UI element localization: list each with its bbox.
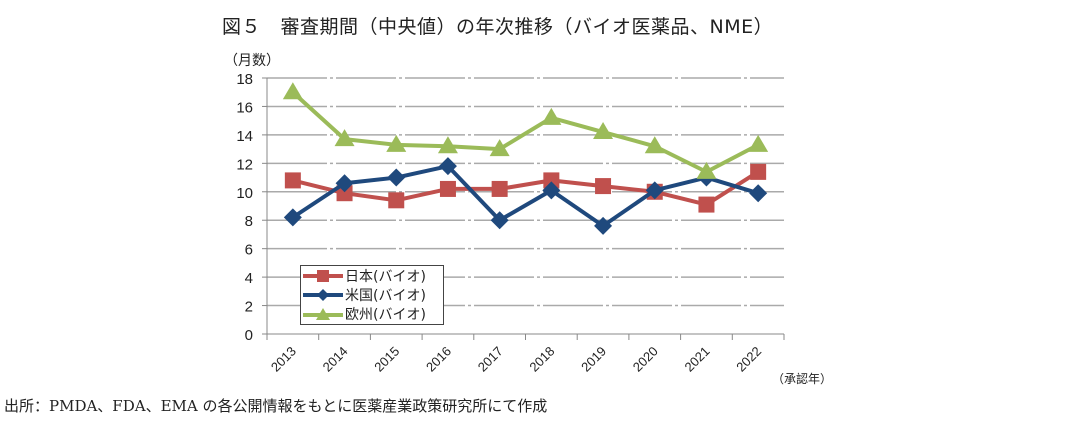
legend-item-eu: 欧州(バイオ) [301,304,443,323]
y-tick-label: 4 [245,270,253,287]
legend-label: 欧州(バイオ) [345,306,426,323]
x-tick-label: 2014 [320,344,351,375]
x-tick-label: 2022 [733,344,764,375]
data-point-square [543,172,560,189]
y-tick-label: 8 [245,213,253,230]
data-point-triangle [644,136,665,154]
data-point-triangle [282,82,303,100]
data-point-diamond [594,216,613,235]
data-point-diamond [542,181,561,200]
x-tick-label: 2017 [475,344,506,375]
data-point-diamond [438,157,457,176]
y-tick-label: 12 [236,156,253,173]
y-tick-label: 18 [236,71,253,88]
x-axis-label: （承認年） [772,372,833,386]
x-tick-label: 2018 [526,344,557,375]
y-tick-label: 2 [245,299,253,316]
legend-item-japan: 日本(バイオ) [301,266,443,285]
legend-marker-triangle-icon [303,307,343,320]
data-point-triangle [386,134,407,152]
data-point-square [750,163,767,180]
series-line [291,164,759,228]
series-line [291,90,760,174]
y-tick-label: 14 [236,128,253,145]
y-tick-label: 10 [236,185,253,202]
data-point-square [439,180,456,197]
legend: 日本(バイオ) 米国(バイオ) 欧州(バイオ) [300,265,444,325]
x-tick-label: 2020 [630,344,661,375]
data-point-square [595,178,612,195]
legend-label: 日本(バイオ) [345,268,426,285]
data-point-triangle [696,161,717,179]
y-tick-label: 16 [236,99,253,116]
data-point-triangle [593,122,614,140]
data-point-triangle [489,139,510,157]
data-point-triangle [748,134,769,152]
legend-marker-diamond-icon [303,288,343,301]
data-point-diamond [645,181,664,200]
data-point-square [284,172,301,189]
data-point-diamond [335,174,354,193]
y-tick-label: 0 [245,327,253,344]
data-point-diamond [490,211,509,230]
x-tick-label: 2013 [268,344,299,375]
data-point-triangle [334,129,355,147]
data-point-diamond [387,168,406,187]
y-axis-label: （月数） [224,53,280,69]
x-tick-label: 2015 [371,344,402,375]
data-point-square [698,196,715,213]
x-tick-label: 2019 [578,344,609,375]
data-point-square [336,185,353,202]
y-tick-label: 6 [245,242,253,259]
data-point-triangle [437,136,458,154]
data-point-square [388,192,405,209]
chart-title: 図５ 審査期間（中央値）の年次推移（バイオ医薬品、NME） [222,16,774,38]
x-tick-label: 2016 [423,344,454,375]
source-note: 出所：PMDA、FDA、EMA の各公開情報をもとに医薬産業政策研究所にて作成 [4,397,548,415]
x-tick-label: 2021 [682,344,713,375]
data-point-diamond [283,208,302,227]
legend-marker-square-icon [303,269,343,282]
legend-label: 米国(バイオ) [345,287,426,304]
legend-item-us: 米国(バイオ) [301,285,443,304]
data-point-diamond [749,184,768,203]
data-point-triangle [541,107,562,125]
data-point-square [491,180,508,197]
series-line [292,170,760,207]
